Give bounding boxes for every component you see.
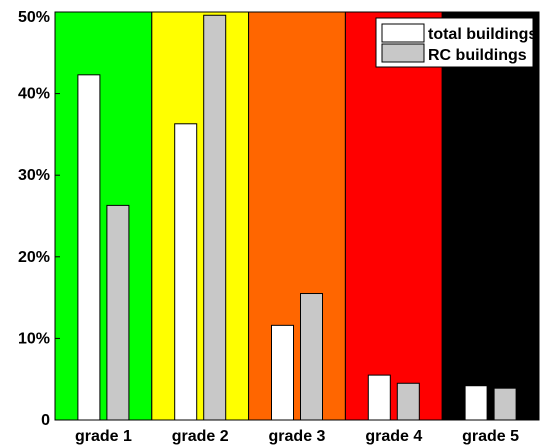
bar-total-buildings-grade-4 <box>367 374 391 421</box>
background-band-grade-5 <box>441 11 540 421</box>
bar-rc-buildings-grade-5 <box>493 387 517 421</box>
legend-label-rc-buildings: RC buildings <box>428 47 527 64</box>
x-tick-label-grade-1: grade 1 <box>75 428 132 445</box>
x-tick-label-grade-5: grade 5 <box>462 428 519 445</box>
bar-total-buildings-grade-3 <box>271 324 294 421</box>
background-band-grade-3 <box>248 11 346 421</box>
grade-background-bands <box>54 11 540 421</box>
legend: total buildings RC buildings <box>375 17 537 68</box>
bars <box>77 14 517 421</box>
x-tick-label-grade-3: grade 3 <box>269 428 326 445</box>
y-tick-label-0: 0 <box>41 412 50 429</box>
y-tick-label-40: 40% <box>18 86 50 103</box>
x-tick-label-grade-2: grade 2 <box>172 428 229 445</box>
legend-swatch-rc-buildings <box>381 43 425 63</box>
bar-rc-buildings-grade-3 <box>300 293 323 421</box>
y-tick-label-20: 20% <box>18 249 50 266</box>
bar-total-buildings-grade-1 <box>77 74 101 421</box>
legend-swatch-total-buildings <box>381 23 425 43</box>
background-band-grade-2 <box>151 11 250 421</box>
bar-rc-buildings-grade-4 <box>396 382 420 421</box>
bar-rc-buildings-grade-2 <box>203 14 227 421</box>
y-tick-label-10: 10% <box>18 330 50 347</box>
x-tick-label-grade-4: grade 4 <box>365 428 422 445</box>
legend-label-total-buildings: total buildings <box>428 26 537 43</box>
plot-frame <box>54 11 540 421</box>
background-band-grade-1 <box>54 11 153 421</box>
bar-rc-buildings-grade-1 <box>106 204 130 421</box>
background-band-grade-4 <box>344 11 443 421</box>
y-tick-label-50: 50% <box>18 9 50 26</box>
bar-total-buildings-grade-2 <box>174 123 198 421</box>
x-axis-ticks: grade 1 grade 2 grade 3 grade 4 grade 5 <box>75 428 519 445</box>
bar-total-buildings-grade-5 <box>464 385 488 421</box>
y-tick-label-30: 30% <box>18 167 50 184</box>
y-axis-ticks: 0 10% 20% 30% 40% 50% <box>18 9 539 429</box>
